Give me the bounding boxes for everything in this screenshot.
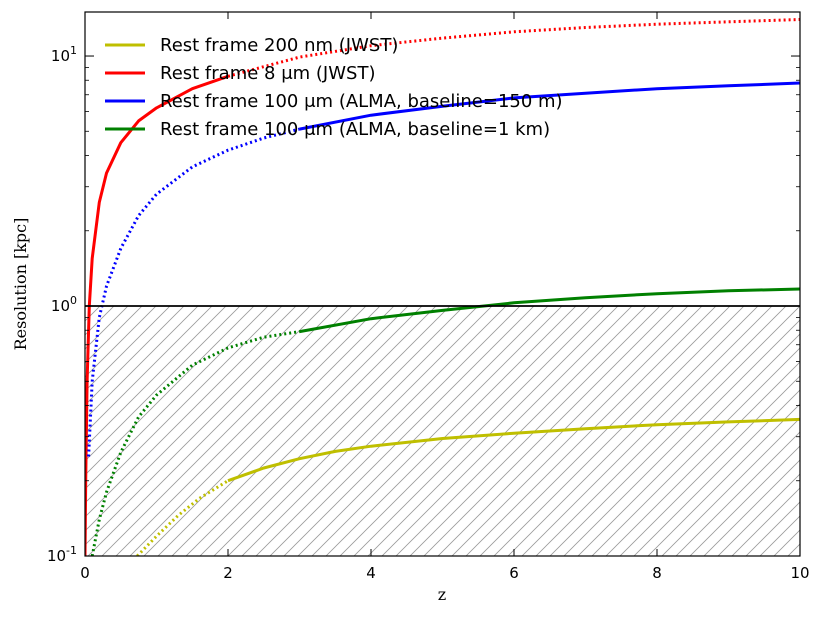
- x-tick-label: 0: [80, 564, 90, 582]
- x-tick-label: 4: [366, 564, 376, 582]
- x-tick-label: 6: [509, 564, 519, 582]
- x-tick-label: 8: [652, 564, 662, 582]
- plot-frame: [84, 11, 801, 557]
- legend-item: Rest frame 100 μm (ALMA, baseline=150 m): [105, 91, 563, 112]
- series-1-dotted-line: [136, 479, 229, 556]
- y-tick-label: 10-1: [47, 544, 77, 565]
- series-2: [85, 18, 800, 556]
- series-layer: [85, 18, 800, 556]
- y-tick-exponent: 1: [70, 44, 77, 57]
- x-axis-label: z: [438, 585, 446, 604]
- x-tick-label: 2: [223, 564, 233, 582]
- legend-item: Rest frame 8 μm (JWST): [105, 63, 375, 84]
- legend-item: Rest frame 100 μm (ALMA, baseline=1 km): [105, 119, 550, 140]
- y-tick-exponent: 0: [70, 294, 77, 307]
- legend-label: Rest frame 200 nm (JWST): [160, 35, 398, 56]
- y-axis-label: Resolution [kpc]: [11, 218, 30, 351]
- legend-label: Rest frame 8 μm (JWST): [160, 63, 375, 84]
- series-4-solid-line: [299, 287, 800, 334]
- legend-item: Rest frame 200 nm (JWST): [105, 35, 398, 56]
- hatched-region: [85, 306, 800, 556]
- y-tick-base: 10: [51, 47, 70, 65]
- y-tick-label: 100: [51, 294, 77, 315]
- series-2-solid-line: [85, 74, 229, 556]
- x-tick-label: 10: [790, 564, 809, 582]
- y-tick-base: 10: [47, 547, 66, 565]
- series-3: [87, 81, 800, 457]
- series-4-dotted-line: [90, 330, 300, 556]
- series-1-solid-line: [227, 417, 800, 483]
- legend-label: Rest frame 100 μm (ALMA, baseline=150 m): [160, 91, 563, 112]
- series-4: [90, 287, 800, 556]
- legend-label: Rest frame 100 μm (ALMA, baseline=1 km): [160, 119, 550, 140]
- y-tick-exponent: -1: [66, 544, 77, 557]
- series-3-solid-line: [299, 81, 800, 131]
- legend: Rest frame 200 nm (JWST) Rest frame 8 μm …: [105, 35, 563, 140]
- y-tick-label: 101: [51, 44, 77, 65]
- series-1: [136, 417, 800, 556]
- y-tick-base: 10: [51, 297, 70, 315]
- series-2-dotted-line: [227, 18, 800, 78]
